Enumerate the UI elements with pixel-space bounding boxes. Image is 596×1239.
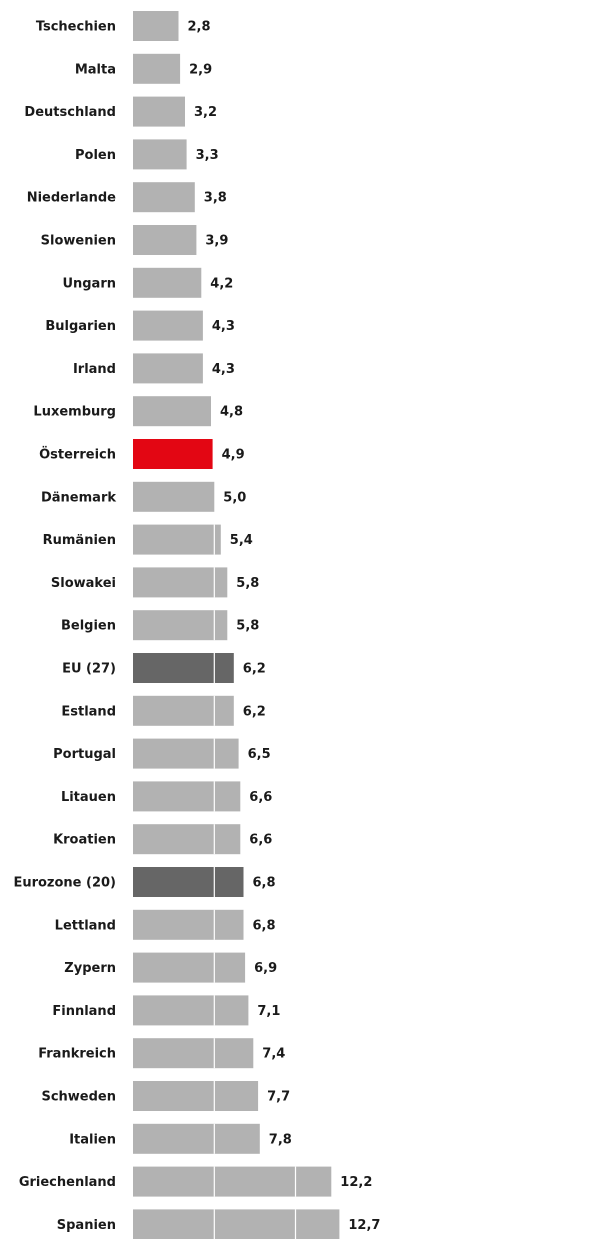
category-label-estland: Estland — [61, 704, 116, 719]
category-label-oesterreich: Österreich — [39, 447, 116, 463]
category-label-slowakei: Slowakei — [51, 576, 116, 591]
bar-slowakei — [133, 567, 228, 598]
value-label-eurozone-20: 6,8 — [253, 876, 276, 891]
value-label-griechenland: 12,2 — [340, 1175, 372, 1190]
value-label-italien: 7,8 — [269, 1132, 292, 1147]
bar-lettland — [133, 909, 244, 940]
bar-polen — [133, 139, 187, 170]
value-label-spanien: 12,7 — [348, 1218, 380, 1233]
category-label-rumaenien: Rumänien — [43, 533, 116, 548]
bar-bulgarien — [133, 310, 203, 341]
value-label-rumaenien: 5,4 — [230, 533, 253, 548]
value-label-polen: 3,3 — [196, 148, 219, 163]
category-label-frankreich: Frankreich — [38, 1047, 116, 1062]
labels-layer: Tschechien 2,8 Malta 2,9 Deutschland 3,2 Polen… — [13, 20, 380, 1233]
category-label-italien: Italien — [69, 1132, 116, 1147]
bar-tschechien — [133, 11, 179, 41]
value-label-deutschland: 3,2 — [194, 105, 217, 120]
bar-eu-27 — [133, 653, 234, 683]
category-label-eu-27: EU (27) — [62, 662, 116, 677]
value-label-portugal: 6,5 — [248, 747, 271, 762]
value-label-kroatien: 6,6 — [249, 833, 272, 848]
bar-oesterreich — [133, 439, 213, 469]
bars-layer — [133, 11, 340, 1239]
value-label-daenemark: 5,0 — [223, 490, 246, 505]
value-label-lettland: 6,8 — [253, 918, 276, 933]
category-label-kroatien: Kroatien — [53, 833, 116, 848]
bar-rumaenien — [133, 524, 221, 555]
bar-griechenland — [133, 1166, 332, 1197]
value-label-irland: 4,3 — [212, 362, 235, 377]
bar-irland — [133, 353, 203, 384]
bar-niederlande — [133, 182, 195, 213]
bar-deutschland — [133, 96, 185, 127]
value-label-niederlande: 3,8 — [204, 191, 227, 206]
value-label-slowakei: 5,8 — [236, 576, 259, 591]
value-label-schweden: 7,7 — [267, 1090, 290, 1105]
value-label-ungarn: 4,2 — [210, 276, 233, 291]
bar-spanien — [133, 1209, 340, 1239]
bar-zypern — [133, 952, 246, 983]
category-label-bulgarien: Bulgarien — [45, 319, 116, 334]
bar-slowenien — [133, 225, 197, 255]
category-label-tschechien: Tschechien — [36, 20, 116, 35]
bar-luxemburg — [133, 396, 211, 427]
category-label-lettland: Lettland — [55, 918, 116, 933]
bar-estland — [133, 695, 234, 726]
category-label-zypern: Zypern — [64, 961, 116, 976]
category-label-schweden: Schweden — [41, 1090, 116, 1105]
bar-schweden — [133, 1081, 259, 1111]
value-label-bulgarien: 4,3 — [212, 319, 235, 334]
category-label-griechenland: Griechenland — [19, 1175, 116, 1190]
category-label-daenemark: Dänemark — [41, 490, 116, 505]
value-label-oesterreich: 4,9 — [222, 448, 245, 463]
bar-finnland — [133, 995, 249, 1026]
value-label-luxemburg: 4,8 — [220, 405, 243, 420]
value-label-estland: 6,2 — [243, 704, 266, 719]
value-label-tschechien: 2,8 — [188, 20, 211, 35]
bar-belgien — [133, 610, 228, 641]
value-label-litauen: 6,6 — [249, 790, 272, 805]
value-label-slowenien: 3,9 — [205, 234, 228, 249]
category-label-belgien: Belgien — [61, 619, 116, 634]
bar-litauen — [133, 781, 241, 812]
category-label-litauen: Litauen — [61, 790, 116, 805]
gridlines-layer — [213, 524, 297, 1239]
category-label-portugal: Portugal — [53, 747, 116, 762]
category-label-polen: Polen — [75, 148, 116, 163]
category-label-spanien: Spanien — [57, 1218, 116, 1233]
category-label-malta: Malta — [75, 62, 116, 77]
bar-frankreich — [133, 1038, 254, 1069]
category-label-niederlande: Niederlande — [27, 191, 116, 206]
bar-eurozone-20 — [133, 867, 244, 897]
value-label-belgien: 5,8 — [236, 619, 259, 634]
bar-ungarn — [133, 267, 202, 298]
value-label-finnland: 7,1 — [257, 1004, 280, 1019]
value-label-eu-27: 6,2 — [243, 662, 266, 677]
category-label-slowenien: Slowenien — [41, 234, 116, 249]
category-label-finnland: Finnland — [52, 1004, 116, 1019]
bar-kroatien — [133, 824, 241, 855]
bar-daenemark — [133, 481, 215, 512]
category-label-deutschland: Deutschland — [24, 105, 116, 120]
category-label-luxemburg: Luxemburg — [33, 405, 116, 420]
bar-italien — [133, 1123, 260, 1154]
category-label-ungarn: Ungarn — [62, 276, 116, 291]
bar-portugal — [133, 738, 239, 769]
category-label-irland: Irland — [73, 362, 116, 377]
category-label-eurozone-20: Eurozone (20) — [13, 876, 116, 891]
value-label-zypern: 6,9 — [254, 961, 277, 976]
value-label-frankreich: 7,4 — [262, 1047, 285, 1062]
bar-malta — [133, 53, 181, 84]
value-label-malta: 2,9 — [189, 62, 212, 77]
